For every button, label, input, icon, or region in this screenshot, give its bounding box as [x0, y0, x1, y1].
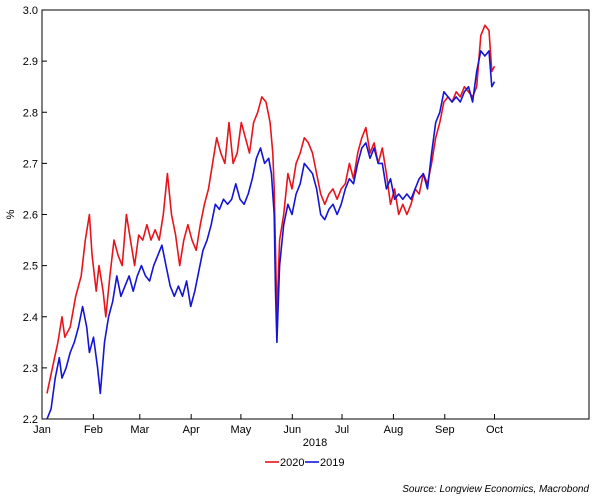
- x-axis-title: 2018: [303, 437, 327, 449]
- y-tick-label: 2.3: [23, 363, 38, 375]
- x-tick-label: Sep: [435, 424, 455, 436]
- x-tick-label: Jun: [283, 424, 301, 436]
- y-tick-label: 2.7: [23, 158, 38, 170]
- x-tick-label: Mar: [130, 424, 149, 436]
- y-tick-label: 2.5: [23, 261, 38, 273]
- x-tick-label: Aug: [384, 424, 404, 436]
- y-axis: 2.2 2.3 2.4 2.5 2.6 2.7 2.8 2.9 3.0: [23, 5, 47, 426]
- y-axis-title: %: [5, 209, 17, 219]
- x-tick-label: May: [231, 424, 252, 436]
- y-tick-label: 3.0: [23, 5, 38, 17]
- x-tick-label: Jan: [33, 424, 51, 436]
- legend-label-2020: 2020: [280, 457, 304, 469]
- x-tick-label: Jul: [335, 424, 349, 436]
- y-tick-label: 2.9: [23, 56, 38, 68]
- x-tick-label: Oct: [486, 424, 503, 436]
- plot-frame: [41, 9, 590, 420]
- legend-label-2019: 2019: [320, 457, 344, 469]
- x-axis: Jan Feb Mar Apr May Jun Jul Aug Sep Oct: [33, 414, 503, 436]
- y-tick-label: 2.2: [23, 414, 38, 426]
- series-group: [46, 24, 496, 420]
- x-tick-label: Feb: [84, 424, 103, 436]
- series-line-2019: [46, 50, 496, 420]
- source-note: Source: Longview Economics, Macrobond: [402, 484, 589, 495]
- series-line-2020: [46, 24, 496, 394]
- y-tick-label: 2.8: [23, 107, 38, 119]
- legend: 2020 2019: [265, 457, 344, 469]
- y-tick-label: 2.6: [23, 210, 38, 222]
- x-tick-label: Apr: [183, 424, 200, 436]
- y-tick-label: 2.4: [23, 312, 38, 324]
